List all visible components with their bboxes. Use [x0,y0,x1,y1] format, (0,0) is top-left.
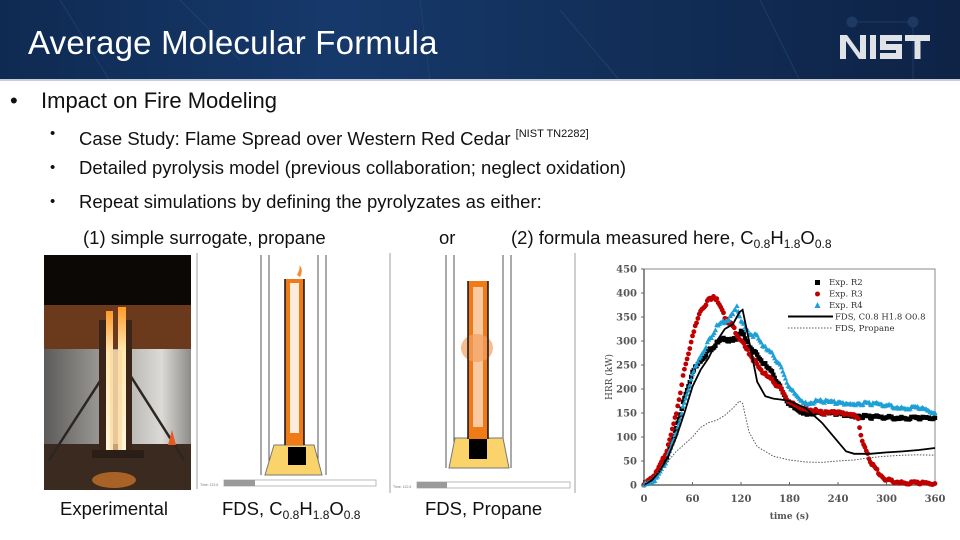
svg-text:350: 350 [616,313,637,324]
svg-text:0: 0 [630,481,637,492]
slide-title: Average Molecular Formula [28,24,438,61]
svg-text:60: 60 [686,494,700,505]
svg-text:150: 150 [616,409,637,420]
svg-text:time (s): time (s) [770,511,810,522]
legend-item: FDS, C0.8 H1.8 O0.8 [788,313,925,323]
bullet-dot: • [50,193,56,210]
citation: [NIST TN2282] [515,128,589,140]
svg-text:450: 450 [616,265,637,276]
bullet-text: Case Study: Flame Spread over Western Re… [79,128,511,149]
caption-experimental: Experimental [60,498,168,519]
svg-text:240: 240 [828,494,849,505]
option-measured-formula: (2) formula measured here, C0.8H1.8O0.8 [511,227,832,251]
svg-text:120: 120 [731,494,752,505]
nist-logo [840,35,930,59]
fds-propane-simulation: Time: 122.6 [389,253,577,495]
slide-header: Average Molecular Formula [0,0,960,81]
svg-text:250: 250 [616,361,637,372]
svg-text:360: 360 [925,494,946,505]
svg-text:300: 300 [616,337,637,348]
fds-formula-simulation: Time: 122.6 [196,253,379,493]
bullet-text: Detailed pyrolysis model (previous colla… [79,157,627,178]
legend-item: Exp. R3 [815,290,863,300]
bullet-text: Repeat simulations by defining the pyrol… [79,191,542,212]
series-fds-c0-8-h1-8-o0-8 [643,308,936,486]
svg-text:200: 200 [616,385,637,396]
svg-text:Exp. R2: Exp. R2 [829,278,863,288]
svg-text:400: 400 [616,289,637,300]
svg-text:HRR (kW): HRR (kW) [604,354,615,400]
legend-item: FDS, Propane [788,324,895,334]
caption-fds-propane: FDS, Propane [425,498,543,519]
circuit-background-decoration [59,0,919,81]
caption-fds-formula: FDS, C0.8H1.8O0.8 [222,498,361,522]
chart-axes: 0 50 100 150 200 250 300 350 400 450 0 60 120 180 240 3… [604,265,945,523]
svg-text:Time: 122.6: Time: 122.6 [200,483,218,487]
svg-text:FDS, C0.8 H1.8 O0.8: FDS, C0.8 H1.8 O0.8 [835,313,925,323]
legend-item: Exp. R2 [815,278,863,288]
option-connector: or [439,227,456,248]
series-fds-propane [643,400,936,486]
hrr-chart: 0 50 100 150 200 250 300 350 400 450 0 60 120 180 240 3… [600,258,960,540]
svg-text:FDS, Propane: FDS, Propane [835,324,895,334]
option-propane: (1) simple surrogate, propane [83,227,326,248]
svg-text:300: 300 [876,494,897,505]
svg-text:Exp. R4: Exp. R4 [829,301,863,311]
svg-text:0: 0 [641,494,648,505]
svg-text:Time: 122.6: Time: 122.6 [393,485,411,489]
svg-text:50: 50 [623,457,637,468]
chart-series [641,293,938,488]
svg-text:180: 180 [779,494,800,505]
bullet-text: Impact on Fire Modeling [41,88,277,113]
svg-text:Exp. R3: Exp. R3 [829,290,863,300]
experimental-photo [44,255,191,490]
legend-item: Exp. R4 [814,301,863,311]
bullet-dot: • [50,159,56,176]
bullet-dot: • [10,88,18,113]
svg-text:100: 100 [616,433,637,444]
bullet-dot: • [50,125,56,142]
